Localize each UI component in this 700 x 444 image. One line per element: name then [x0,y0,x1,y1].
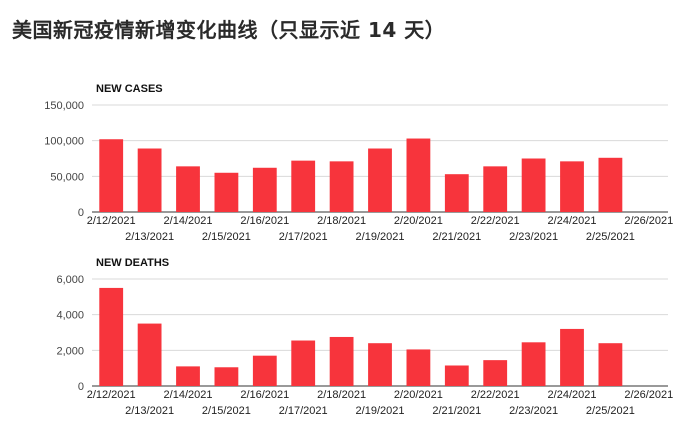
x-tick-label: 2/20/2021 [394,215,443,227]
x-tick-label: 2/15/2021 [202,405,251,417]
x-tick-label: 2/23/2021 [509,405,558,417]
x-tick-label: 2/24/2021 [548,389,597,401]
bar [137,148,162,212]
x-tick-label: 2/18/2021 [317,389,366,401]
bar [368,148,392,212]
x-tick-label: 2/19/2021 [356,405,405,417]
chart-deaths: NEW DEATHS 0 2,000 4,000 6,000 2/12/2021 2/13/… [56,257,673,417]
bar [368,343,392,386]
bar [329,161,354,212]
x-tick-label: 2/13/2021 [125,405,174,417]
bar [99,139,124,212]
bar [176,166,200,212]
bar [329,336,354,386]
x-tick-label: 2/16/2021 [240,389,289,401]
bar [483,166,508,212]
x-tick-label: 2/21/2021 [432,405,481,417]
chart-title: NEW CASES [96,83,163,95]
bar [214,367,239,386]
y-tick-label: 2,000 [56,345,84,357]
bar [598,343,623,386]
x-tick-label: 2/19/2021 [356,231,405,243]
x-tick-label: 2/26/2021 [624,389,673,401]
bar [214,172,239,212]
x-tick-label: 2/16/2021 [240,215,289,227]
x-tick-label: 2/22/2021 [471,215,520,227]
y-tick-label: 150,000 [44,100,84,112]
x-tick-label: 2/25/2021 [586,231,635,243]
bar [444,174,469,212]
y-tick-label: 6,000 [56,274,84,286]
y-tick-label: 0 [78,381,84,393]
bar [521,158,546,212]
x-tick-label: 2/23/2021 [509,231,558,243]
bar [483,360,508,386]
chart-title: NEW DEATHS [96,257,169,269]
bar [252,167,277,212]
x-tick-label: 2/15/2021 [202,231,251,243]
page-title: 美国新冠疫情新增变化曲线（只显示近 14 天） [12,18,446,42]
x-tick-label: 2/26/2021 [624,215,673,227]
bar [444,365,469,386]
x-tick-label: 2/14/2021 [164,389,213,401]
x-tick-label: 2/17/2021 [279,405,328,417]
x-tick-label: 2/22/2021 [471,389,520,401]
bar [291,340,316,386]
bar [406,138,431,212]
x-tick-label: 2/13/2021 [125,231,174,243]
x-tick-label: 2/18/2021 [317,215,366,227]
bar [521,342,546,386]
x-tick-label: 2/25/2021 [586,405,635,417]
bar [137,323,162,386]
bar [176,366,200,386]
bar [406,349,431,386]
y-tick-label: 100,000 [44,136,84,148]
x-tick-label: 2/17/2021 [279,231,328,243]
x-tick-label: 2/12/2021 [87,215,136,227]
bar [560,328,584,386]
bar [291,160,316,212]
chart-cases: NEW CASES 0 50,000 100,000 150,000 2/12/2021 2… [44,83,673,243]
bar [252,355,277,386]
x-tick-label: 2/12/2021 [87,389,136,401]
x-tick-label: 2/21/2021 [432,231,481,243]
y-tick-label: 50,000 [50,171,84,183]
bar [598,157,623,212]
x-tick-label: 2/24/2021 [548,215,597,227]
x-tick-label: 2/20/2021 [394,389,443,401]
x-tick-label: 2/14/2021 [164,215,213,227]
bar [99,287,124,386]
y-tick-label: 0 [78,207,84,219]
y-tick-label: 4,000 [56,310,84,322]
bar [560,161,584,212]
